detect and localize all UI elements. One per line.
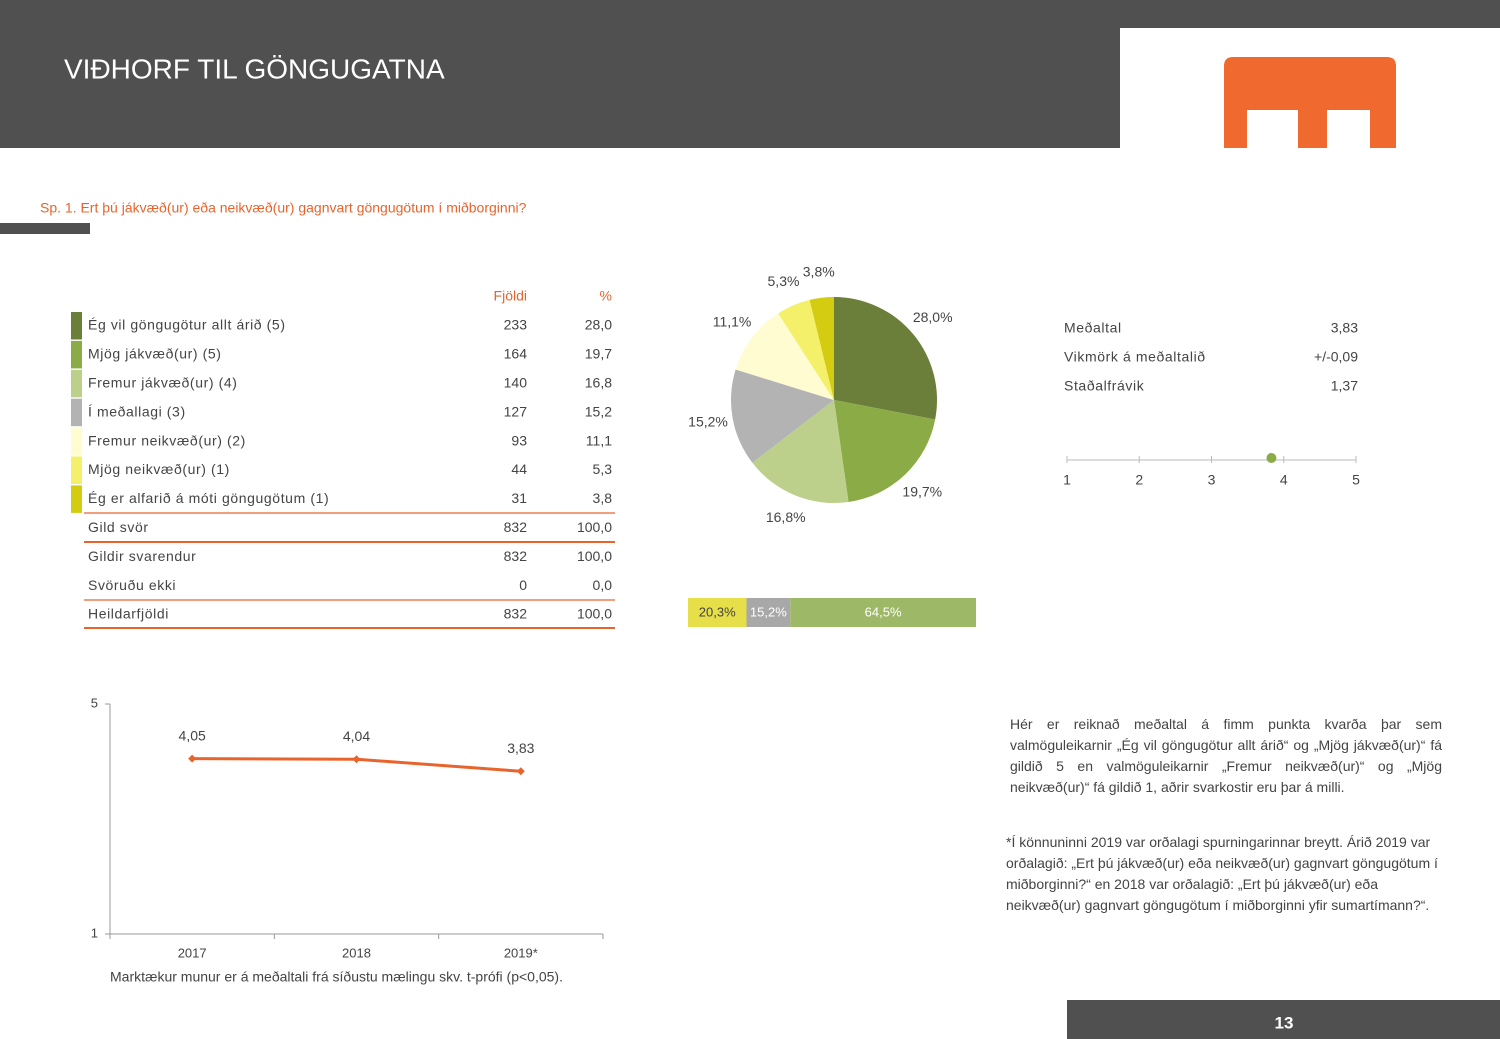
row-count: 832 [504, 548, 528, 564]
data-label: 4,04 [343, 728, 370, 744]
row-percent: 28,0 [585, 317, 612, 333]
pie-slice [752, 400, 849, 503]
footer-bar [1067, 1000, 1500, 1039]
row-label: Fremur jákvæð(ur) (4) [88, 375, 238, 391]
pie-slice [778, 299, 834, 400]
slice-label: 3,8% [803, 264, 835, 280]
row-percent: 11,1 [586, 432, 612, 448]
x-tick-label: 2019* [504, 945, 538, 960]
row-percent: 100,0 [577, 606, 612, 622]
row-count: 140 [504, 375, 528, 391]
row-percent: 100,0 [577, 548, 612, 564]
row-percent: 19,7 [585, 346, 612, 362]
header-bar [0, 0, 1120, 148]
pie-slice [731, 369, 834, 463]
row-count: 164 [504, 346, 528, 362]
note: *Í könnuninni 2019 var orðalagi spurning… [1006, 834, 1438, 913]
scale-tick-label: 2 [1135, 472, 1143, 488]
row-label: Fremur neikvæð(ur) (2) [88, 432, 246, 448]
slice-label: 11,1% [713, 313, 752, 329]
stat-label: Meðaltal [1064, 320, 1122, 336]
segment-label: 20,3% [699, 604, 736, 619]
data-label: 3,83 [507, 740, 534, 756]
slice-label: 16,8% [766, 509, 806, 525]
row-count: 127 [504, 403, 528, 419]
scale-tick-label: 5 [1352, 472, 1360, 488]
column-header: Fjöldi [494, 288, 527, 304]
swatch [71, 398, 82, 427]
marker [352, 755, 361, 764]
stat-value: +/-0,09 [1314, 349, 1358, 365]
row-label: Í meðallagi (3) [88, 403, 186, 419]
stat-value: 3,83 [1331, 320, 1358, 336]
row-count: 832 [504, 519, 528, 535]
segment-label: 15,2% [750, 604, 787, 619]
marker [188, 754, 197, 763]
scale-tick-label: 3 [1208, 472, 1216, 488]
y-tick-label: 1 [91, 925, 98, 940]
row-label: Ég er alfarið á móti göngugötum (1) [88, 490, 329, 506]
swatch [71, 312, 82, 340]
page-title: VIÐHORF TIL GÖNGUGATNA [64, 53, 445, 84]
slice-label: 5,3% [768, 273, 800, 289]
swatch [71, 456, 82, 484]
row-count: 31 [511, 490, 527, 506]
row-count: 93 [511, 432, 527, 448]
stat-value: 1,37 [1331, 378, 1358, 394]
swatch [71, 369, 82, 398]
mean-dot [1266, 453, 1277, 463]
stat-label: Staðalfrávik [1064, 378, 1145, 394]
row-count: 832 [504, 606, 528, 622]
bar-segment [790, 598, 976, 627]
x-tick-label: 2018 [342, 945, 371, 960]
swatch [71, 340, 82, 369]
note: Hér er reiknað meðaltal á fimm punkta kv… [1010, 716, 1442, 795]
row-label: Ég vil göngugötur allt árið (5) [88, 317, 286, 333]
pie-slice [809, 297, 834, 400]
marker [516, 767, 525, 776]
page-number: 13 [1275, 1013, 1294, 1032]
slice-label: 19,7% [902, 483, 942, 499]
slice-label: 28,0% [913, 309, 953, 325]
accent-bar [0, 223, 90, 234]
scale-tick-label: 4 [1280, 472, 1288, 488]
row-label: Gild svör [88, 519, 149, 535]
row-label: Gildir svarendur [88, 548, 196, 564]
row-percent: 100,0 [577, 519, 612, 535]
pie-slice [735, 313, 834, 400]
row-percent: 16,8 [585, 375, 612, 391]
pie-slice [834, 297, 937, 420]
swatch [71, 485, 82, 513]
row-percent: 5,3 [593, 461, 613, 477]
bar-segment [688, 598, 747, 627]
row-percent: 3,8 [593, 490, 613, 506]
row-label: Svöruðu ekki [88, 577, 176, 593]
slice-label: 15,2% [688, 413, 728, 429]
x-tick-label: 2017 [178, 945, 207, 960]
row-count: 233 [504, 317, 528, 333]
chart-note: Marktækur munur er á meðaltali frá síðus… [110, 969, 563, 985]
row-label: Heildarfjöldi [88, 606, 169, 622]
row-count: 0 [519, 577, 527, 593]
row-count: 44 [511, 461, 527, 477]
stat-label: Vikmörk á meðaltalið [1064, 349, 1206, 365]
segment-label: 64,5% [865, 604, 902, 619]
row-label: Mjög jákvæð(ur) (5) [88, 346, 222, 362]
y-tick-label: 5 [91, 695, 98, 710]
row-label: Mjög neikvæð(ur) (1) [88, 461, 230, 477]
row-percent: 0,0 [593, 577, 613, 593]
question: Sp. 1. Ert þú jákvæð(ur) eða neikvæð(ur)… [40, 200, 527, 216]
swatch [71, 427, 82, 456]
bar-segment [746, 598, 791, 627]
pie-slice [834, 400, 936, 502]
column-header: % [600, 288, 612, 304]
data-label: 4,05 [179, 727, 206, 743]
row-percent: 15,2 [585, 403, 612, 419]
logo [1224, 57, 1396, 148]
scale-tick-label: 1 [1063, 472, 1071, 488]
